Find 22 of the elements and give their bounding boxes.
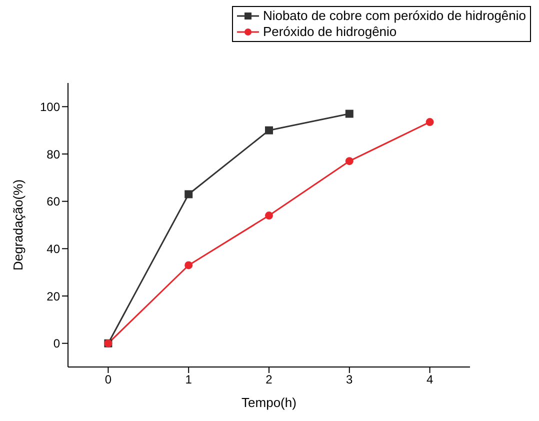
x-tick-label: 1	[185, 372, 192, 387]
point	[345, 157, 354, 166]
x-tick-label: 4	[426, 372, 434, 387]
point	[265, 126, 273, 134]
point	[426, 118, 434, 126]
point	[345, 110, 354, 118]
y-tick-label: 80	[46, 147, 60, 162]
legend-label: Niobato de cobre com peróxido de hidrogênio	[262, 8, 526, 24]
legend-label: Peróxido de hidrogênio	[262, 24, 397, 40]
point	[184, 261, 193, 270]
y-tick-label: 40	[46, 242, 60, 256]
y-axis-title: Degradação(%)	[10, 179, 26, 271]
x-tick-label: 0	[104, 372, 112, 387]
y-tick-label: 60	[46, 194, 60, 209]
y-tick-label: 20	[46, 289, 60, 304]
x-tick-label: 2	[266, 372, 273, 387]
y-tick-label: 100	[40, 100, 60, 114]
x-axis-title: Tempo(h)	[242, 395, 296, 410]
x-tick-label: 3	[346, 372, 354, 387]
point	[265, 212, 273, 220]
point	[184, 190, 193, 198]
y-tick-label: 0	[53, 336, 60, 351]
